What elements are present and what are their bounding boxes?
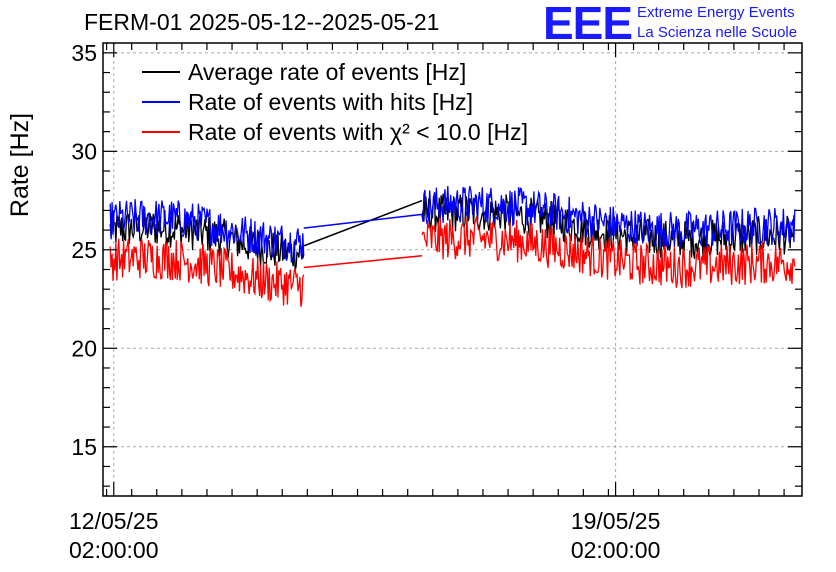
series-chi2 [109, 216, 796, 307]
series-gap-line-avg [303, 199, 423, 247]
axis-ticks: 15 20 25 30 35 12/05/25 02:00:00 19/05/25 02:00:… [69, 40, 802, 563]
x-tick-label-date: 12/05/25 [69, 508, 159, 534]
y-tick-label: 25 [71, 237, 97, 263]
series-line-chi2 [421, 216, 796, 289]
x-tick-label-time: 02:00:00 [69, 537, 159, 563]
chart-title: FERM-01 2025-05-12--2025-05-21 [84, 9, 440, 35]
logo-line-1: Extreme Energy Events [637, 4, 795, 21]
series-hits [109, 185, 796, 263]
legend-label-chi2: Rate of events with χ² < 10.0 [Hz] [188, 119, 528, 145]
series-line-hits [421, 185, 796, 250]
x-tick-label-date: 19/05/25 [571, 508, 661, 534]
eee-logo: EEE [543, 0, 633, 49]
y-tick-label: 15 [71, 434, 97, 460]
series-gap-line-chi2 [303, 254, 423, 269]
legend: Average rate of events [Hz] Rate of event… [142, 59, 528, 145]
grid-lines [103, 43, 802, 496]
legend-label-hits: Rate of events with hits [Hz] [188, 89, 473, 115]
logo-line-2: La Scienza nelle Scuole [637, 24, 798, 41]
series-line-chi2 [109, 238, 305, 307]
series-gap-line-hits [303, 213, 423, 229]
series-line-avg [109, 208, 305, 271]
y-axis-label: Rate [Hz] [6, 113, 34, 217]
series-line-hits [109, 199, 305, 263]
series-layer [109, 185, 796, 307]
y-tick-label: 30 [71, 138, 97, 164]
y-tick-label: 20 [71, 335, 97, 361]
legend-label-avg: Average rate of events [Hz] [188, 59, 466, 85]
x-tick-label-time: 02:00:00 [571, 537, 661, 563]
y-tick-label: 35 [71, 40, 97, 66]
